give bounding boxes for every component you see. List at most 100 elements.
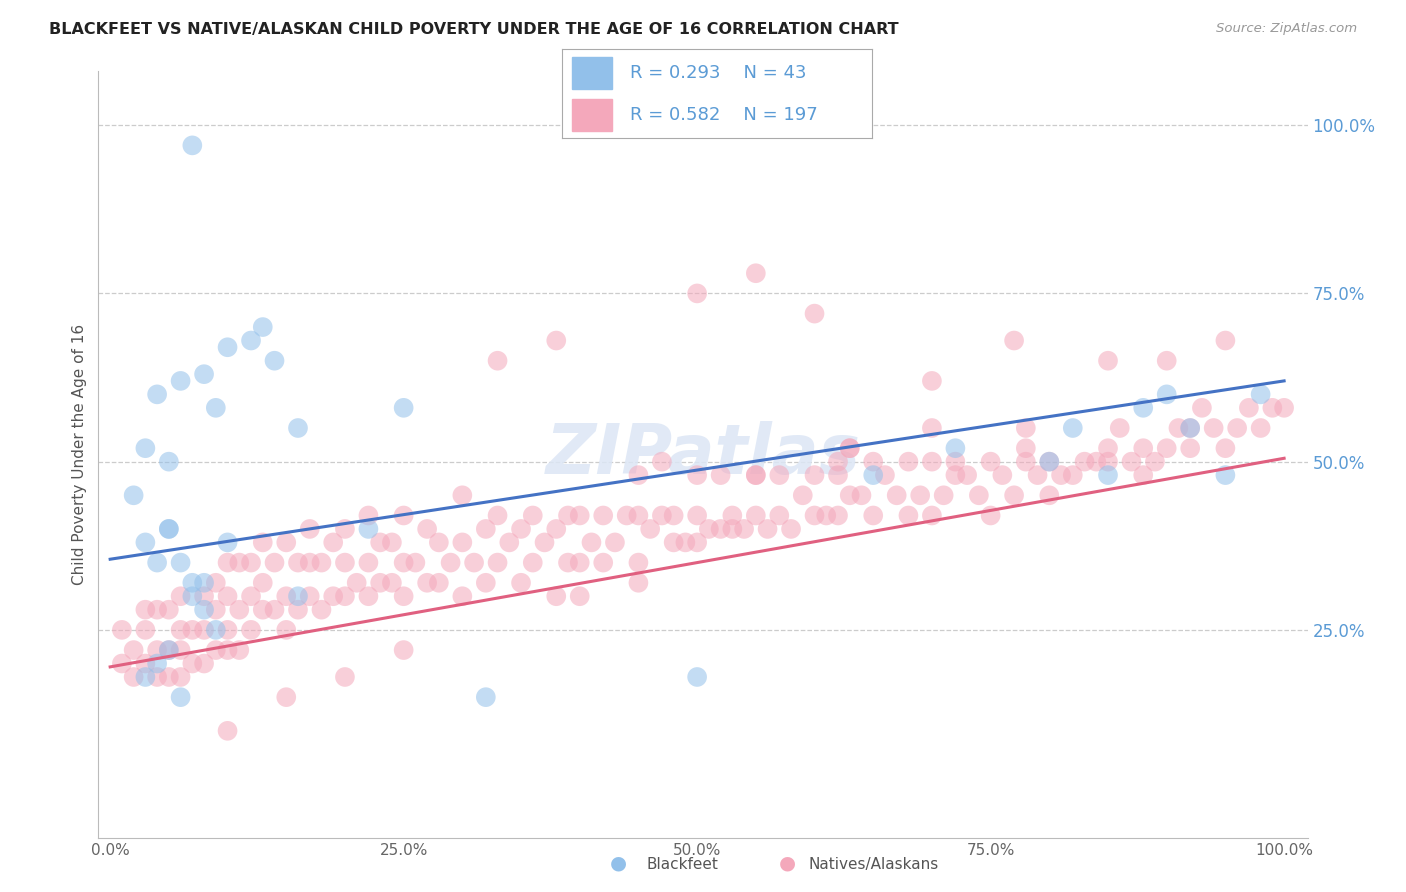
Point	[627, 508, 650, 523]
Point	[427, 535, 450, 549]
Point	[980, 455, 1002, 469]
Point	[217, 623, 239, 637]
Point	[276, 623, 298, 637]
Point	[733, 522, 755, 536]
Point	[263, 603, 285, 617]
Text: Natives/Alaskans: Natives/Alaskans	[808, 857, 939, 872]
Point	[651, 455, 673, 469]
Point	[276, 690, 298, 705]
Point	[1180, 421, 1202, 435]
Point	[1015, 455, 1038, 469]
Point	[181, 138, 204, 153]
Point	[228, 556, 250, 570]
Point	[897, 508, 920, 523]
Point	[1085, 455, 1108, 469]
Point	[886, 488, 908, 502]
Point	[921, 421, 943, 435]
Point	[228, 643, 250, 657]
Point	[546, 589, 568, 603]
Point	[204, 623, 226, 637]
Point	[1073, 455, 1095, 469]
Point	[851, 488, 873, 502]
Point	[827, 455, 849, 469]
Point	[193, 575, 215, 590]
Text: ZIPatlas: ZIPatlas	[546, 421, 860, 489]
Text: R = 0.293    N = 43: R = 0.293 N = 43	[630, 64, 807, 82]
Point	[181, 623, 204, 637]
Point	[862, 468, 884, 483]
Point	[686, 535, 709, 549]
Bar	[572, 57, 612, 89]
Point	[217, 340, 239, 354]
Point	[873, 468, 896, 483]
Point	[956, 468, 979, 483]
Point	[451, 589, 474, 603]
Point	[745, 266, 768, 280]
Point	[991, 468, 1014, 483]
Point	[276, 535, 298, 549]
Point	[638, 522, 661, 536]
Point	[838, 488, 860, 502]
Point	[568, 589, 591, 603]
Point	[1097, 468, 1119, 483]
Point	[346, 575, 368, 590]
Point	[252, 575, 274, 590]
Point	[392, 589, 415, 603]
Point	[157, 522, 180, 536]
Point	[557, 508, 579, 523]
Point	[827, 468, 849, 483]
Point	[721, 522, 744, 536]
Point	[193, 589, 215, 603]
Point	[1038, 488, 1060, 502]
Point	[710, 468, 733, 483]
Point	[1038, 455, 1060, 469]
Point	[908, 488, 931, 502]
Point	[169, 690, 191, 705]
Point	[838, 441, 860, 455]
Point	[416, 575, 439, 590]
Point	[381, 535, 404, 549]
Point	[204, 643, 226, 657]
Point	[134, 441, 156, 455]
Point	[427, 575, 450, 590]
Point	[827, 508, 849, 523]
Point	[240, 623, 263, 637]
Point	[451, 535, 474, 549]
Point	[333, 589, 356, 603]
Point	[1272, 401, 1295, 415]
Point	[1156, 387, 1178, 401]
Point	[311, 556, 333, 570]
Point	[627, 556, 650, 570]
Text: ●: ●	[779, 854, 796, 872]
Point	[627, 575, 650, 590]
Point	[1062, 468, 1084, 483]
Point	[240, 556, 263, 570]
Point	[357, 589, 380, 603]
Point	[217, 723, 239, 738]
Point	[404, 556, 426, 570]
Point	[557, 556, 579, 570]
Point	[1143, 455, 1166, 469]
Point	[134, 623, 156, 637]
Point	[1062, 421, 1084, 435]
Point	[333, 670, 356, 684]
Point	[157, 522, 180, 536]
Point	[568, 556, 591, 570]
Point	[263, 556, 285, 570]
Point	[193, 367, 215, 381]
Point	[146, 657, 169, 671]
Point	[240, 334, 263, 348]
Point	[157, 670, 180, 684]
Point	[451, 488, 474, 502]
Text: BLACKFEET VS NATIVE/ALASKAN CHILD POVERTY UNDER THE AGE OF 16 CORRELATION CHART: BLACKFEET VS NATIVE/ALASKAN CHILD POVERT…	[49, 22, 898, 37]
Point	[157, 455, 180, 469]
Point	[217, 556, 239, 570]
Point	[298, 589, 321, 603]
Point	[1015, 441, 1038, 455]
Point	[181, 589, 204, 603]
Point	[967, 488, 990, 502]
Point	[122, 643, 145, 657]
Point	[662, 508, 685, 523]
Point	[510, 522, 533, 536]
Point	[298, 556, 321, 570]
